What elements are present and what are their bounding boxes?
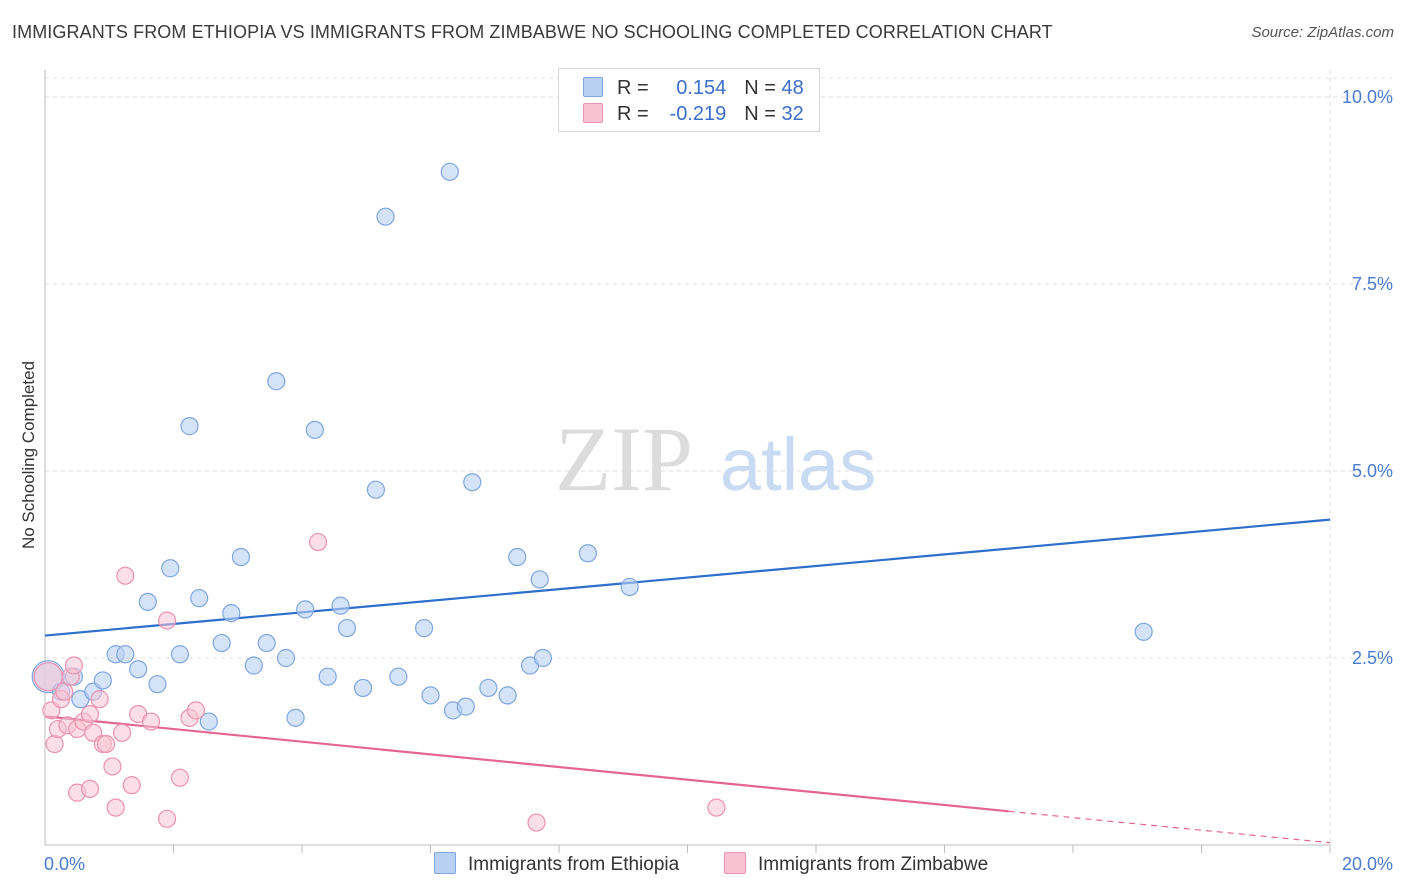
ethiopia-point: [389, 667, 408, 686]
ethiopia-point: [353, 678, 373, 698]
ethiopia-point: [578, 544, 598, 563]
ethiopia-swatch: [583, 77, 603, 97]
legend-n-value-zimbabwe: 32: [781, 103, 804, 125]
ethiopia-point: [276, 648, 296, 668]
y-tick-label: 10.0%: [1342, 87, 1393, 107]
ethiopia-point: [1134, 622, 1153, 641]
watermark: ZIP atlas: [555, 408, 876, 510]
zimbabwe-swatch: [583, 103, 603, 123]
ethiopia-point: [456, 697, 475, 716]
ethiopia-point: [305, 420, 324, 439]
y-tick-label: 5.0%: [1352, 461, 1393, 481]
ethiopia-point: [479, 678, 498, 698]
bottom-legend-zimbabwe: Immigrants from Zimbabwe: [724, 852, 988, 876]
legend-n-label: N =: [744, 77, 776, 99]
ethiopia-point: [244, 656, 263, 675]
legend-r-label: R =: [617, 77, 649, 99]
zimbabwe-point: [45, 734, 64, 754]
ethiopia-point: [93, 671, 112, 690]
zimbabwe-point: [80, 704, 100, 724]
ethiopia-point: [286, 708, 305, 727]
ethiopia-point: [199, 712, 218, 731]
ethiopia-point: [180, 417, 199, 436]
ethiopia-point: [129, 660, 148, 679]
ethiopia-point: [116, 645, 135, 664]
ethiopia-point: [530, 570, 549, 589]
legend-r-label: R =: [617, 103, 649, 125]
zimbabwe-point: [186, 701, 206, 720]
watermark-atlas: atlas: [720, 423, 876, 506]
y-axis-label: No Schooling Completed: [19, 361, 38, 549]
zimbabwe-trend-extension: [1008, 810, 1331, 844]
zimbabwe-point: [527, 813, 546, 832]
ethiopia-legend-swatch: [434, 852, 456, 874]
y-tick-label: 2.5%: [1352, 648, 1393, 668]
zimbabwe-legend-swatch: [724, 852, 746, 874]
ethiopia-point: [421, 686, 440, 705]
legend-n-label: N =: [744, 103, 776, 125]
chart-title: IMMIGRANTS FROM ETHIOPIA VS IMMIGRANTS F…: [12, 22, 1053, 42]
zimbabwe-point: [103, 757, 122, 776]
zimbabwe-point: [170, 768, 190, 787]
bottom-legend-ethiopia: Immigrants from Ethiopia: [434, 852, 679, 876]
y-tick-label: 7.5%: [1352, 274, 1393, 294]
legend-row-ethiopia: R = 0.154 N = 48: [583, 77, 804, 103]
ethiopia-point: [161, 559, 180, 578]
zimbabwe-point: [64, 656, 84, 675]
source-credit: Source: ZipAtlas.com: [1251, 24, 1394, 41]
zimbabwe-point: [122, 776, 141, 795]
ethiopia-point: [498, 686, 517, 705]
x-tick-label: 20.0%: [1342, 854, 1393, 874]
zimbabwe-point: [90, 690, 109, 709]
ethiopia-point: [212, 633, 231, 653]
zimbabwe-point: [707, 798, 726, 817]
ethiopia-point: [414, 618, 434, 638]
zimbabwe-point: [116, 566, 135, 585]
ethiopia-point: [337, 618, 357, 638]
ethiopia-point: [366, 480, 385, 499]
ethiopia-point: [170, 645, 190, 664]
ethiopia-point: [296, 600, 315, 619]
ethiopia-point: [463, 473, 482, 492]
legend-r-value-ethiopia: 0.154: [676, 77, 727, 99]
zimbabwe-trend-line: [44, 715, 1009, 813]
ethiopia-point: [148, 675, 167, 694]
legend-n-value-ethiopia: 48: [781, 77, 804, 99]
zimbabwe-point: [80, 779, 100, 799]
data-points: [31, 162, 1153, 832]
legend-r-value-zimbabwe: -0.219: [669, 103, 727, 125]
zimbabwe-point: [112, 723, 132, 742]
ethiopia-point: [331, 596, 350, 615]
ethiopia-point: [318, 667, 337, 686]
ethiopia-point: [257, 633, 276, 653]
zimbabwe-legend-label: Immigrants from Zimbabwe: [758, 854, 989, 875]
correlation-legend: R = 0.154 N = 48 R = -0.219 N = 32: [558, 68, 820, 132]
ethiopia-point: [138, 592, 157, 612]
ethiopia-point: [508, 547, 527, 567]
legend-row-zimbabwe: R = -0.219 N = 32: [583, 103, 804, 129]
watermark-zip: ZIP: [555, 408, 693, 510]
ethiopia-point: [620, 577, 639, 597]
ethiopia-trend-line: [44, 518, 1331, 637]
ethiopia-point: [440, 162, 459, 181]
ethiopia-legend-label: Immigrants from Ethiopia: [468, 854, 680, 875]
grid-lines: [45, 70, 1392, 845]
ethiopia-point: [222, 604, 241, 623]
ethiopia-point: [190, 589, 209, 608]
ethiopia-point: [267, 372, 286, 391]
zimbabwe-point: [106, 798, 125, 817]
tick-labels: 2.5% 5.0% 7.5% 10.0% 0.0% 20.0%: [44, 87, 1393, 874]
zimbabwe-point: [141, 712, 161, 731]
ethiopia-point: [376, 207, 395, 226]
zimbabwe-point: [157, 809, 177, 828]
zimbabwe-point: [96, 734, 116, 754]
x-tick-label: 0.0%: [44, 854, 85, 874]
zimbabwe-point: [55, 682, 74, 701]
zimbabwe-point: [308, 532, 328, 552]
zimbabwe-point: [157, 611, 177, 630]
ethiopia-point: [231, 547, 251, 567]
ethiopia-point: [533, 648, 553, 668]
trend-lines: [44, 518, 1331, 844]
